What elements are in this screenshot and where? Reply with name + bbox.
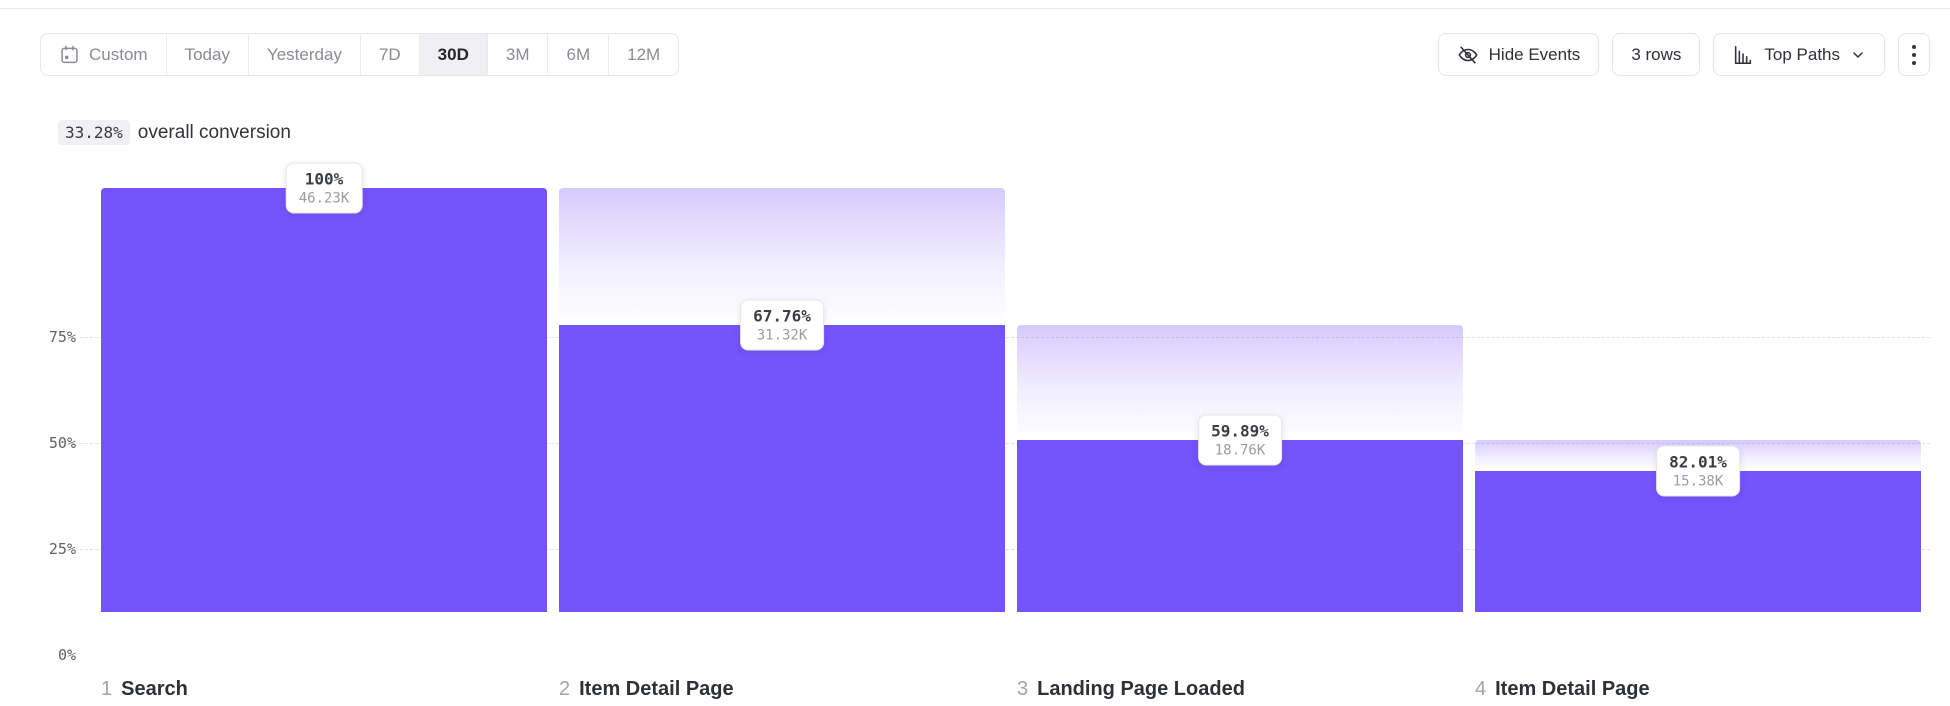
step-value-tooltip-1: 100% 46.23K [285, 162, 363, 214]
date-range-6m[interactable]: 6M [547, 34, 608, 75]
funnel-bar-1: 100% 46.23K [101, 162, 547, 612]
step-count: 18.76K [1214, 442, 1266, 459]
toolbar-right-group: Hide Events 3 rows Top Paths [1437, 33, 1930, 76]
step-labels-row: 1 Search 2 Item Detail Page 3 Landing Page Lo… [101, 678, 1921, 701]
date-range-label: Custom [89, 44, 148, 64]
overall-conversion-summary: 33.28% overall conversion [58, 120, 1950, 145]
date-range-12m[interactable]: 12M [608, 34, 678, 75]
converted-segment-1[interactable] [101, 188, 547, 612]
chevron-down-icon [1850, 47, 1866, 63]
y-axis-tick-75: 75% [48, 328, 76, 346]
date-range-label: 30D [437, 44, 469, 64]
date-range-label: 12M [627, 44, 661, 64]
converted-segment-3[interactable] [1017, 439, 1463, 612]
top-paths-dropdown[interactable]: Top Paths [1713, 33, 1885, 76]
date-range-yesterday[interactable]: Yesterday [247, 34, 360, 75]
step-conversion-pct: 59.89% [1211, 421, 1269, 441]
step-number: 3 [1017, 678, 1029, 700]
date-range-30d[interactable]: 30D [418, 34, 487, 75]
step-name: Item Detail Page [579, 678, 734, 700]
step-value-tooltip-4: 82.01% 15.38K [1656, 445, 1740, 497]
step-number: 2 [559, 678, 571, 700]
gridline-50 [80, 443, 1930, 444]
step-count: 15.38K [1672, 473, 1724, 490]
funnel-bar-3: 59.89% 18.76K [1017, 188, 1463, 612]
funnel-bar-4: 82.01% 15.38K [1475, 188, 1921, 612]
toolbar: Custom Today Yesterday 7D 30D 3M 6M 12M Hide Ev… [0, 9, 1950, 76]
funnel-chart: 100% 46.23K 67.76% 31.32K 59.89% 18.76K 82.01%… [0, 162, 1950, 700]
step-count: 31.32K [756, 327, 808, 344]
calendar-icon [59, 44, 80, 65]
date-range-label: 7D [378, 44, 401, 64]
step-conversion-pct: 67.76% [753, 306, 811, 326]
bar-chart-icon [1732, 44, 1754, 66]
top-paths-label: Top Paths [1764, 44, 1840, 64]
y-axis-tick-0: 0% [57, 646, 76, 664]
step-label-3: 3 Landing Page Loaded [1017, 678, 1463, 701]
converted-segment-2[interactable] [559, 324, 1005, 612]
step-name: Search [121, 678, 188, 700]
y-axis-tick-50: 50% [48, 434, 76, 452]
funnel-bar-2: 67.76% 31.32K [559, 188, 1005, 612]
step-name: Landing Page Loaded [1037, 678, 1245, 700]
gridline-25 [80, 549, 1930, 550]
date-range-today[interactable]: Today [165, 34, 248, 75]
rows-button[interactable]: 3 rows [1612, 33, 1701, 76]
hide-events-button[interactable]: Hide Events [1437, 33, 1600, 76]
date-range-selector: Custom Today Yesterday 7D 30D 3M 6M 12M [40, 33, 680, 76]
step-conversion-pct: 82.01% [1669, 452, 1727, 472]
date-range-label: Today [184, 44, 230, 64]
funnel-bars: 100% 46.23K 67.76% 31.32K 59.89% 18.76K 82.01%… [101, 162, 1921, 612]
step-label-1: 1 Search [101, 678, 547, 701]
step-conversion-pct: 100% [304, 169, 344, 189]
eye-off-icon [1457, 44, 1479, 66]
step-label-4: 4 Item Detail Page [1475, 678, 1921, 701]
step-value-tooltip-2: 67.76% 31.32K [740, 299, 824, 351]
conversion-text: overall conversion [137, 121, 291, 143]
step-count: 46.23K [298, 190, 350, 207]
step-number: 1 [101, 678, 113, 700]
step-number: 4 [1475, 678, 1487, 700]
hide-events-label: Hide Events [1488, 44, 1581, 64]
rows-label: 3 rows [1631, 44, 1682, 64]
date-range-3m[interactable]: 3M [486, 34, 548, 75]
date-range-7d[interactable]: 7D [359, 34, 419, 75]
date-range-label: 3M [505, 44, 530, 64]
kebab-menu-icon [1909, 44, 1919, 65]
y-axis-tick-25: 25% [48, 540, 76, 558]
date-range-label: 6M [566, 44, 591, 64]
gridline-75 [80, 337, 1930, 338]
conversion-value-chip: 33.28% [58, 120, 130, 145]
step-value-tooltip-3: 59.89% 18.76K [1198, 414, 1282, 466]
date-range-custom[interactable]: Custom [41, 34, 166, 75]
step-label-2: 2 Item Detail Page [559, 678, 1005, 701]
more-options-button[interactable] [1898, 33, 1930, 76]
chart-grid [80, 231, 1930, 655]
step-name: Item Detail Page [1495, 678, 1650, 700]
date-range-label: Yesterday [266, 44, 342, 64]
page-top-divider [0, 8, 1950, 9]
